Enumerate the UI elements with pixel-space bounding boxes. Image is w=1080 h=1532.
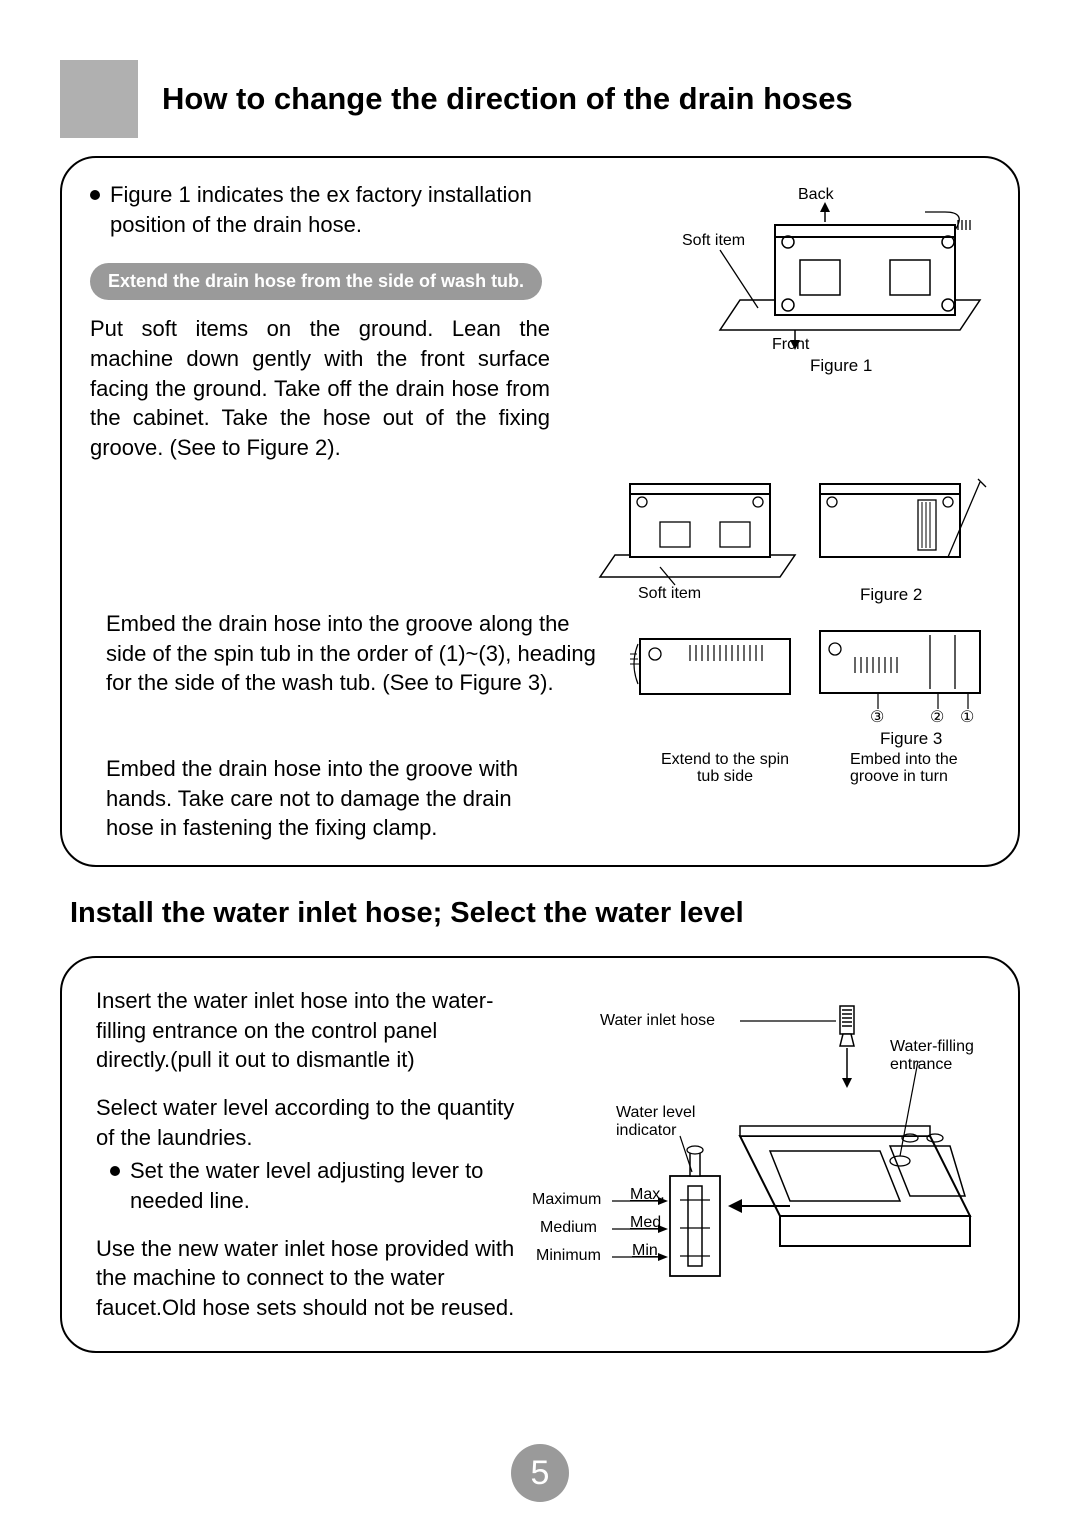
- section1-title: How to change the direction of the drain…: [162, 81, 853, 117]
- page-marker-block: [60, 60, 138, 138]
- section1-pill: Extend the drain hose from the side of w…: [90, 263, 542, 300]
- section1-box: Figure 1 indicates the ex factory instal…: [60, 156, 1020, 867]
- fig3-n2: ②: [930, 707, 944, 727]
- fig2-softitem-label: Soft item: [638, 585, 701, 603]
- fig3-n1: ①: [960, 707, 974, 727]
- section2-bullet: Set the water level adjusting lever to n…: [130, 1156, 516, 1215]
- max-label: Maximum: [532, 1191, 601, 1209]
- fig2-caption: Figure 2: [860, 585, 922, 605]
- inlet-hose-label: Water inlet hose: [600, 1012, 715, 1030]
- min-label: Minimum: [536, 1247, 601, 1265]
- section2-bullet-row: Set the water level adjusting lever to n…: [96, 1156, 516, 1215]
- med-short: Med: [630, 1214, 661, 1232]
- section1-para3: Embed the drain hose into the groove wit…: [106, 754, 546, 843]
- fig3-n3: ③: [870, 707, 884, 727]
- section1-para2: Embed the drain hose into the groove alo…: [106, 609, 600, 698]
- figure1-container: Back Soft item Front Figure 1: [660, 180, 990, 360]
- fig1-front-label: Front: [772, 336, 809, 354]
- fig1-softitem-label: Soft item: [682, 232, 745, 250]
- figure1-svg: [660, 180, 990, 360]
- section2-diagram: Water inlet hose Water-filling entrance …: [530, 986, 990, 1306]
- section1-intro: Figure 1 indicates the ex factory instal…: [110, 180, 550, 239]
- bullet-icon: [90, 190, 100, 200]
- section2-title: Install the water inlet hose; Select the…: [70, 897, 1020, 930]
- figure3-container: ③ ② ① Figure 3 Extend to the spin tub si…: [630, 609, 990, 759]
- fig3-extend-label: Extend to the spin tub side: [660, 751, 790, 786]
- fig3-caption: Figure 3: [880, 729, 942, 749]
- filling-entrance-label: Water-filling entrance: [890, 1038, 985, 1073]
- section2-para3: Use the new water inlet hose provided wi…: [96, 1234, 516, 1323]
- level-indicator-label: Water level indicator: [616, 1104, 726, 1139]
- page-number: 5: [511, 1444, 569, 1502]
- fig1-back-label: Back: [798, 186, 834, 204]
- fig1-caption: Figure 1: [810, 356, 872, 376]
- section2-box: Insert the water inlet hose into the wat…: [60, 956, 1020, 1353]
- figure2-container: Soft item Figure 2: [590, 467, 990, 607]
- section1-intro-row: Figure 1 indicates the ex factory instal…: [90, 180, 550, 239]
- fig3-embed-label: Embed into the groove in turn: [850, 751, 990, 786]
- min-short: Min: [632, 1242, 658, 1260]
- section2-para1: Insert the water inlet hose into the wat…: [96, 986, 516, 1075]
- section2-para2: Select water level according to the quan…: [96, 1093, 516, 1152]
- med-label: Medium: [540, 1219, 597, 1237]
- section1-header: How to change the direction of the drain…: [60, 60, 1020, 138]
- max-short: Max.: [630, 1186, 665, 1204]
- section1-para1: Put soft items on the ground. Lean the m…: [90, 314, 550, 462]
- bullet-icon: [110, 1166, 120, 1176]
